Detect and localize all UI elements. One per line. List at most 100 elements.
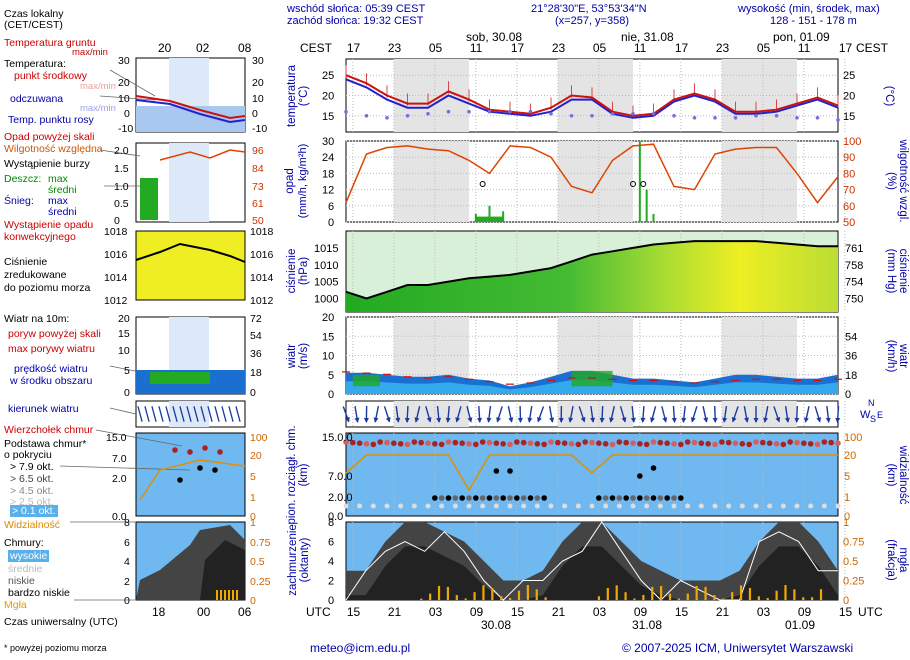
legend-dew-point: Temp. punktu rosy (8, 114, 94, 126)
humidity-tick: 100 (843, 136, 861, 148)
cloud-top-dot (411, 439, 418, 445)
wind-arrow (712, 405, 718, 423)
dew-point-dot (774, 113, 779, 118)
mini-press-tick-r: 1014 (250, 272, 274, 284)
cloud-top-dot (473, 441, 479, 448)
mini-base-dot (177, 477, 183, 483)
temp-axis-title: temperatura (286, 64, 298, 127)
night-band (393, 141, 469, 222)
wind-arrow-head (580, 417, 586, 423)
temp-tick-left: 25 (322, 70, 334, 82)
mini-base-dot (197, 465, 203, 471)
mini-fog-tick: 0.25 (250, 576, 271, 588)
cloud-base-dot-light (357, 503, 363, 509)
fog-bar (544, 597, 547, 600)
mini-wind-tick-r: 0 (250, 387, 256, 399)
cloud-base-dot-light (780, 503, 786, 509)
local-tick: 17 (675, 41, 689, 55)
cloud-top-dot (561, 440, 568, 447)
mini-arrow-shaft (193, 406, 199, 422)
cloud-base-dot-light (616, 503, 622, 509)
legend-connector (99, 95, 156, 101)
wind-arrow (743, 406, 749, 423)
cloud-top-dot (766, 440, 773, 447)
visibility-line (345, 454, 838, 492)
fog-tick: 0.25 (843, 576, 864, 588)
precip-unit: (mm/h, kg/m²h) (297, 144, 309, 219)
wind-arrow-head (835, 417, 841, 423)
fog-tick: 0 (843, 595, 849, 607)
wind-arrow-head (467, 417, 473, 423)
cloud-top-dot (459, 440, 465, 447)
cover-tick: 4 (328, 556, 334, 568)
pressure-tick-right: 761 (845, 243, 863, 255)
cloud-top-dot (425, 440, 431, 447)
cloud-base-dot-light (384, 503, 390, 509)
mini-temp-tick-r: 0 (252, 108, 258, 120)
cloud-top-dot (486, 439, 493, 446)
legend-wind: Wiatr na 10m: (4, 313, 70, 325)
wind-arrow-head (816, 417, 822, 423)
precip-block (475, 216, 504, 222)
hum-unit: (%) (885, 172, 897, 190)
wind-arrow (619, 406, 627, 423)
cloud-base-dot-light (767, 503, 773, 509)
cover-tick: 2 (328, 576, 334, 588)
wind-arrow-head (373, 417, 379, 423)
dew-point-dot (610, 111, 615, 116)
legend-ground-temp: Temperatura gruntu (4, 37, 96, 49)
cloud-top-dot (780, 441, 787, 448)
cloud-base-dot (650, 465, 657, 471)
wind-title-right: wiatr (897, 343, 909, 368)
cloud-top-dot (350, 439, 356, 446)
cloud-top-dot (684, 439, 691, 445)
fog-bar (420, 598, 423, 600)
wind-arrow-head (703, 417, 709, 423)
wind-arrow-head (671, 417, 677, 423)
precip-bar (645, 189, 648, 222)
legend-temp-mid: punkt środkowy (14, 70, 87, 82)
cloud-base-dot-light (698, 503, 704, 509)
wind-tick: 15 (322, 331, 334, 343)
elevation-values: 128 - 151 - 178 m (770, 15, 857, 27)
local-tick: 11 (798, 41, 811, 55)
pressure-title: ciśnienie (286, 249, 298, 294)
wind-green-block (352, 374, 381, 387)
cloud-base-dot (637, 473, 643, 479)
mini-hum-tick: 73 (252, 181, 264, 193)
cloud-top-dot (705, 441, 711, 447)
cloud-base-dot (507, 468, 513, 474)
cloud-top-dot (500, 441, 506, 447)
pressure-unit-right: (mm Hg) (885, 249, 897, 294)
wind-title: wiatr (286, 344, 298, 369)
legend-utc: Czas uniwersalny (UTC) (4, 616, 118, 628)
fog-bar (802, 597, 805, 600)
cloud-top-dot (719, 439, 725, 445)
cloudbase-unit: (km) (298, 463, 310, 486)
fog-bar (464, 598, 467, 600)
mini-wind-tick: 5 (124, 365, 130, 377)
mini-night (169, 143, 209, 222)
fog-bar (739, 585, 743, 600)
cloud-top-dot (384, 439, 390, 446)
mini-wind-arrow (137, 406, 143, 422)
cloud-base-dot (671, 495, 677, 501)
footer-email[interactable]: meteo@icm.edu.pl (310, 641, 411, 655)
cloud-top-dot (445, 439, 452, 445)
local-tick: 11 (634, 41, 647, 55)
mini-fog-bar (236, 590, 238, 600)
mini-panel (135, 230, 246, 301)
cloud-base-dot (602, 495, 609, 501)
legend-okt-1: > 7.9 okt. (10, 461, 54, 473)
mini-hum-tick: 96 (252, 145, 264, 157)
wind-arrow-head (763, 417, 769, 423)
visibility-tick: 1 (844, 492, 850, 504)
wind-arrow-head (385, 417, 391, 423)
legend-ground-temp-maxmin: max/min (72, 47, 108, 58)
wind-arrow-head (363, 417, 369, 423)
precip-bar (488, 205, 491, 222)
cloud-top-dot (377, 439, 383, 445)
cloud-base-dot (486, 495, 493, 501)
fog-tick: 1 (843, 517, 849, 529)
mini-cbase-tick: 2.0 (112, 473, 127, 485)
